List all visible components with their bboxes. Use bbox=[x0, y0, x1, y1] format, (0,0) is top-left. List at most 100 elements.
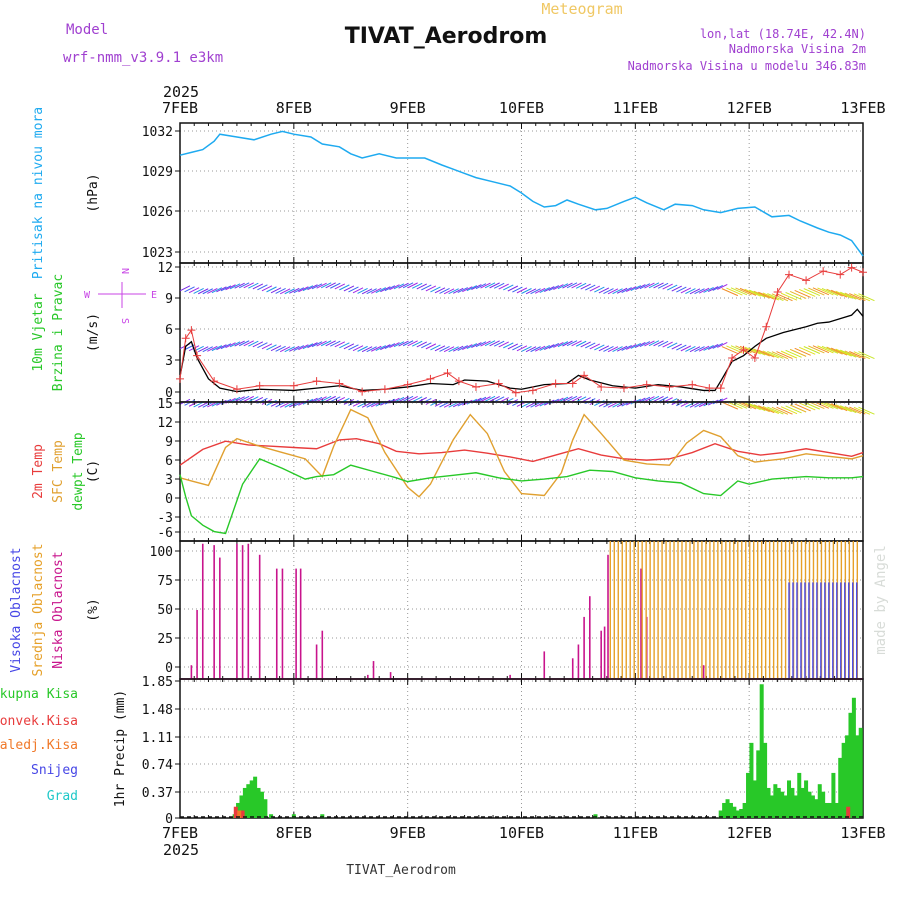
x-tick-label-top: 7FEB bbox=[162, 99, 198, 117]
wind-barb bbox=[439, 345, 450, 352]
wind-barb bbox=[621, 344, 632, 351]
credit: made by Angel bbox=[873, 545, 889, 655]
wind-barb bbox=[202, 288, 213, 295]
panel-pressure: 1032 1029 1026 1023 (hPa) Pritisak na nivou m… bbox=[31, 107, 864, 279]
wind-barb bbox=[603, 288, 614, 294]
wind-barb bbox=[279, 288, 291, 295]
wind-speed-marker bbox=[619, 384, 628, 393]
wind-barb bbox=[193, 401, 204, 408]
wind-barb bbox=[580, 341, 591, 348]
wind-barb bbox=[689, 346, 701, 353]
wind-barb bbox=[357, 401, 368, 408]
wind-barb bbox=[275, 287, 286, 294]
wind-barb-row bbox=[179, 395, 875, 415]
precip-total-bar bbox=[845, 735, 850, 818]
y-axis-unit: (hPa) bbox=[86, 173, 101, 212]
dir-key-north: N bbox=[119, 268, 130, 274]
wind-barb bbox=[348, 286, 359, 293]
wind-barb bbox=[284, 288, 295, 295]
wind-speed-marker bbox=[716, 384, 725, 393]
wind-barb bbox=[826, 346, 843, 355]
precip-total-bar bbox=[804, 780, 809, 818]
wind-barb-row bbox=[179, 340, 875, 360]
wind-barb bbox=[635, 284, 646, 290]
wind-barb bbox=[730, 345, 748, 354]
wind-barb bbox=[512, 344, 523, 351]
wind-barb bbox=[393, 283, 405, 290]
panel-precip: 1.85 1.48 1.11 0.74 0.37 0 1hr Precip (mm) Ukup… bbox=[0, 675, 864, 827]
wind-barb bbox=[644, 340, 655, 347]
wind-barb bbox=[197, 401, 209, 408]
wind-barb bbox=[398, 340, 409, 347]
wind-speed-marker bbox=[289, 381, 298, 390]
wind-barb bbox=[607, 288, 619, 295]
wind-barb bbox=[758, 291, 775, 300]
y-tick-label: -3 bbox=[157, 511, 173, 526]
wind-barb bbox=[402, 340, 414, 347]
wind-barb bbox=[439, 401, 450, 408]
wind-barb bbox=[411, 282, 423, 289]
wind-barb bbox=[534, 345, 546, 352]
wind-speed-marker bbox=[819, 267, 828, 276]
wind-speed-marker bbox=[568, 379, 577, 388]
wind-barb bbox=[534, 287, 546, 294]
x-tick-label-top: 13FEB bbox=[840, 99, 885, 117]
wind-barb bbox=[821, 345, 839, 354]
wind-barb bbox=[803, 288, 821, 297]
wind-barb bbox=[489, 282, 500, 289]
wind-barb bbox=[216, 344, 227, 351]
wind-barb bbox=[289, 287, 300, 294]
wind-barb bbox=[817, 287, 834, 296]
wind-barb bbox=[580, 283, 591, 290]
wind-barb bbox=[293, 287, 305, 294]
wind-barb bbox=[639, 283, 651, 290]
wind-barb bbox=[758, 349, 775, 358]
wind-barb bbox=[744, 402, 761, 411]
precip-total-bar bbox=[749, 742, 754, 818]
wind-barb bbox=[612, 288, 623, 295]
x-tick-label-bottom: 11FEB bbox=[613, 824, 658, 842]
wind-barb bbox=[197, 288, 209, 295]
y-tick-label: 0 bbox=[165, 386, 173, 401]
wind-barb bbox=[398, 396, 409, 403]
year-top: 2025 bbox=[163, 83, 199, 101]
precip-total-bar bbox=[759, 684, 764, 818]
wind-speed-marker bbox=[580, 371, 589, 380]
wind-barb bbox=[202, 346, 213, 353]
wind-barb bbox=[184, 399, 195, 406]
precip-total-bar bbox=[793, 795, 798, 818]
wind-barb bbox=[493, 340, 505, 347]
wind-barb bbox=[539, 345, 550, 351]
wind-barb bbox=[298, 344, 309, 351]
wind-barb bbox=[840, 405, 857, 414]
wind-speed-marker bbox=[193, 351, 202, 360]
wind-barb bbox=[421, 342, 432, 349]
wind-barb bbox=[840, 291, 857, 300]
wind-barb bbox=[220, 285, 232, 292]
wind-barb bbox=[448, 288, 459, 295]
x-tick-label-bottom: 9FEB bbox=[390, 824, 426, 842]
wind-barb bbox=[616, 287, 628, 294]
wind-barb bbox=[229, 283, 241, 290]
wind-barb bbox=[858, 293, 875, 302]
wind-barb bbox=[248, 340, 259, 347]
wind-barb bbox=[671, 343, 682, 350]
y-axis-unit: (C) bbox=[86, 460, 101, 483]
wind-barb bbox=[830, 403, 848, 412]
wind-barb bbox=[685, 288, 696, 294]
wind-speed-marker bbox=[471, 382, 480, 391]
wind-barb bbox=[767, 293, 784, 302]
wind-barb bbox=[284, 346, 295, 353]
wind-barb bbox=[653, 395, 664, 402]
wind-barb bbox=[548, 343, 560, 349]
wind-barb bbox=[726, 345, 743, 354]
wind-barb bbox=[776, 293, 793, 302]
x-tick-label-top: 12FEB bbox=[727, 99, 772, 117]
wind-barb bbox=[343, 343, 355, 350]
wind-barb bbox=[202, 401, 213, 408]
wind-speed-marker bbox=[739, 345, 748, 354]
wind-barb bbox=[316, 340, 327, 347]
wind-barb bbox=[739, 287, 757, 296]
wind-barb bbox=[439, 288, 450, 294]
